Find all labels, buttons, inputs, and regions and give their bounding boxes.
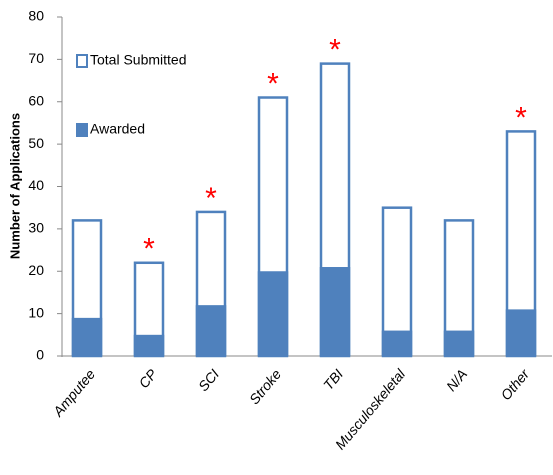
y-tick-label: 30 — [28, 220, 44, 236]
x-tick-label: N/A — [443, 366, 470, 394]
legend-label: Awarded — [90, 121, 145, 137]
x-tick-label: Stroke — [246, 366, 284, 407]
significance-marker: * — [515, 101, 527, 134]
bar — [133, 334, 165, 356]
bar — [257, 271, 289, 356]
bar — [381, 330, 413, 356]
x-tick-label: Other — [497, 365, 533, 403]
y-tick-label: 70 — [28, 50, 44, 66]
y-tick-label: 80 — [28, 8, 44, 24]
bar — [319, 267, 351, 356]
y-tick-label: 0 — [36, 347, 44, 363]
legend-label: Total Submitted — [90, 52, 187, 68]
bar — [195, 305, 227, 356]
y-tick-label: 20 — [28, 262, 44, 278]
x-tick-label: SCI — [195, 366, 222, 394]
y-tick-label: 10 — [28, 304, 44, 320]
bar — [443, 330, 475, 356]
y-axis-label: Number of Applications — [7, 113, 22, 259]
x-tick-label: TBI — [320, 366, 346, 393]
significance-marker: * — [329, 34, 341, 67]
legend-swatch — [76, 123, 88, 137]
significance-marker: * — [205, 182, 217, 215]
significance-marker: * — [267, 67, 279, 100]
significance-marker: * — [143, 233, 155, 266]
x-tick-label: Amputee — [49, 366, 98, 420]
bar — [505, 309, 537, 356]
x-tick-label: CP — [135, 366, 160, 392]
y-tick-label: 40 — [28, 177, 44, 193]
y-tick-label: 50 — [28, 135, 44, 151]
y-tick-label: 60 — [28, 92, 44, 108]
bar — [71, 317, 103, 356]
legend-swatch — [76, 54, 88, 68]
